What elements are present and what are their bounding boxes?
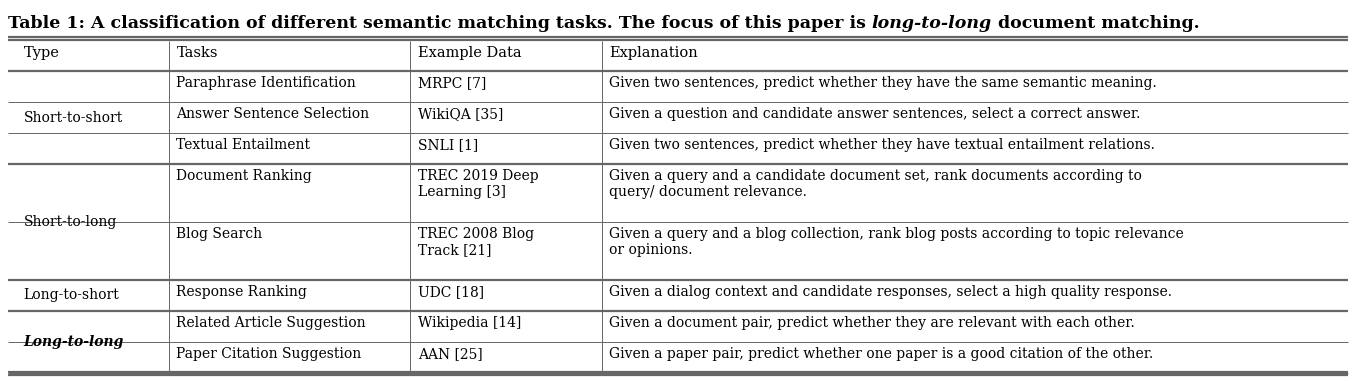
Text: TREC 2008 Blog
Track [21]: TREC 2008 Blog Track [21] — [418, 227, 534, 257]
Text: Short-to-short: Short-to-short — [23, 110, 123, 125]
Text: WikiQA [35]: WikiQA [35] — [418, 107, 503, 121]
Text: Paraphrase Identification: Paraphrase Identification — [176, 76, 357, 90]
Text: Wikipedia [14]: Wikipedia [14] — [418, 316, 521, 330]
Text: Given a question and candidate answer sentences, select a correct answer.: Given a question and candidate answer se… — [609, 107, 1140, 121]
Text: SNLI [1]: SNLI [1] — [418, 138, 477, 152]
Text: Given two sentences, predict whether they have textual entailment relations.: Given two sentences, predict whether the… — [609, 138, 1155, 152]
Text: Related Article Suggestion: Related Article Suggestion — [176, 316, 366, 330]
Text: Given a query and a blog collection, rank blog posts according to topic relevanc: Given a query and a blog collection, ran… — [609, 227, 1184, 257]
Text: MRPC [7]: MRPC [7] — [418, 76, 485, 90]
Text: Given a document pair, predict whether they are relevant with each other.: Given a document pair, predict whether t… — [609, 316, 1135, 330]
Text: Given a query and a candidate document set, rank documents according to
query/ d: Given a query and a candidate document s… — [609, 169, 1142, 199]
Text: Textual Entailment: Textual Entailment — [176, 138, 311, 152]
Text: Short-to-long: Short-to-long — [23, 215, 117, 229]
Text: Response Ranking: Response Ranking — [176, 285, 308, 299]
Text: Long-to-short: Long-to-short — [23, 288, 119, 302]
Text: Explanation: Explanation — [609, 46, 698, 60]
Text: document matching.: document matching. — [993, 15, 1200, 32]
Text: Paper Citation Suggestion: Paper Citation Suggestion — [176, 347, 362, 361]
Text: Example Data: Example Data — [418, 46, 521, 60]
Text: Answer Sentence Selection: Answer Sentence Selection — [176, 107, 370, 121]
Text: Given a paper pair, predict whether one paper is a good citation of the other.: Given a paper pair, predict whether one … — [609, 347, 1154, 361]
Text: Blog Search: Blog Search — [176, 227, 263, 241]
Text: AAN [25]: AAN [25] — [418, 347, 483, 361]
Text: long-to-long: long-to-long — [872, 15, 993, 32]
Text: UDC [18]: UDC [18] — [418, 285, 484, 299]
Text: Long-to-long: Long-to-long — [23, 335, 125, 349]
Text: Table 1: A classification of different semantic matching tasks. The focus of thi: Table 1: A classification of different s… — [8, 15, 872, 32]
Text: TREC 2019 Deep
Learning [3]: TREC 2019 Deep Learning [3] — [418, 169, 538, 199]
Text: Given a dialog context and candidate responses, select a high quality response.: Given a dialog context and candidate res… — [609, 285, 1173, 299]
Text: Given two sentences, predict whether they have the same semantic meaning.: Given two sentences, predict whether the… — [609, 76, 1157, 90]
Text: Document Ranking: Document Ranking — [176, 169, 312, 183]
Text: Tasks: Tasks — [176, 46, 218, 60]
Text: Type: Type — [23, 46, 60, 60]
